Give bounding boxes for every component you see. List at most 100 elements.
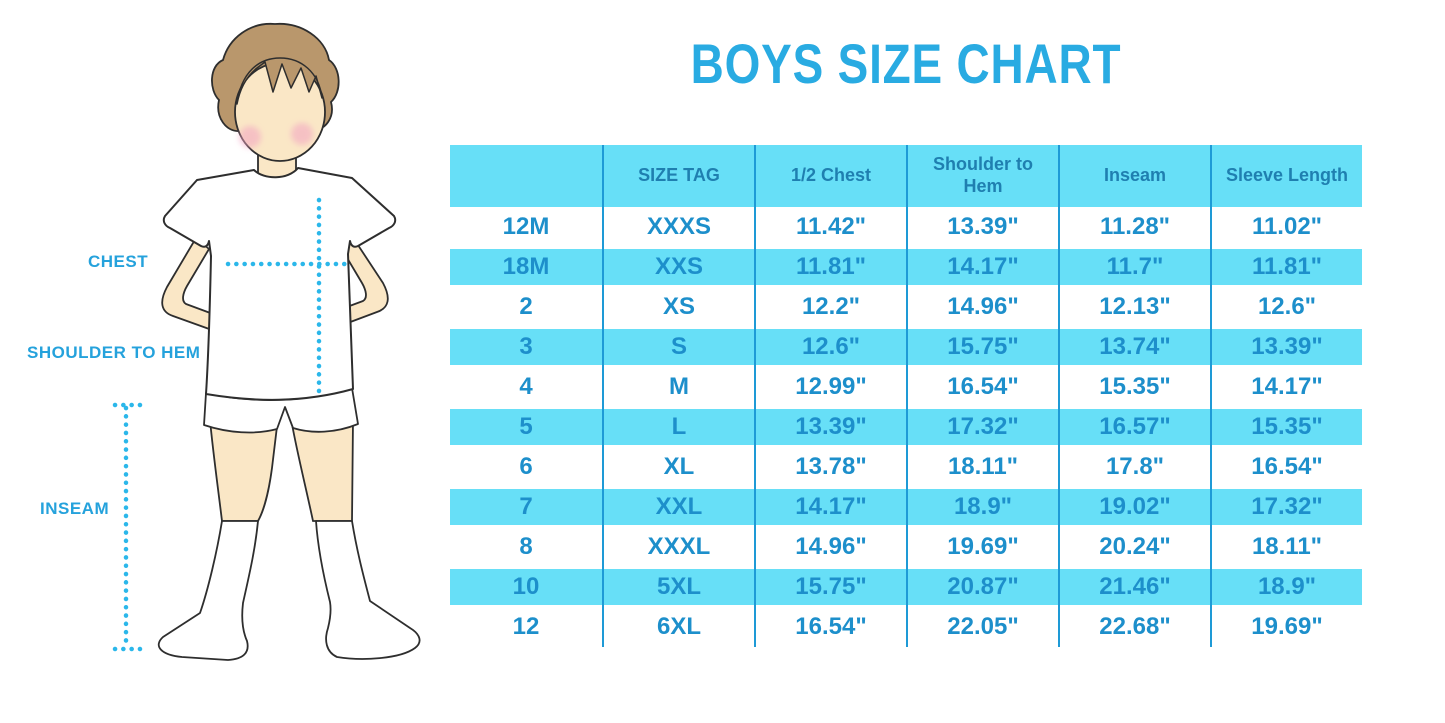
measurement-cell: 11.42"	[754, 207, 906, 247]
header-row: SIZE TAG 1/2 Chest Shoulder to Hem Inseam Sl…	[450, 145, 1362, 207]
measurement-cell: 16.54"	[906, 367, 1058, 407]
measurement-cell: 14.17"	[906, 247, 1058, 287]
measurement-cell: 18.11"	[906, 447, 1058, 487]
measurement-cell: 21.46"	[1058, 567, 1210, 607]
size-cell: 7	[450, 487, 602, 527]
header-cell: Sleeve Length	[1210, 145, 1362, 207]
measurement-cell: 17.32"	[906, 407, 1058, 447]
measurement-cell: L	[602, 407, 754, 447]
size-cell: 3	[450, 327, 602, 367]
table-row: 8 XXXL 14.96" 19.69" 20.24" 18.11"	[450, 527, 1362, 567]
table-row: 12 6XL 16.54" 22.05" 22.68" 19.69"	[450, 607, 1362, 647]
measurement-cell: 17.8"	[1058, 447, 1210, 487]
measurement-cell: XL	[602, 447, 754, 487]
measurement-cell: XXXL	[602, 527, 754, 567]
measurement-cell: XXS	[602, 247, 754, 287]
measurement-cell: 19.02"	[1058, 487, 1210, 527]
size-cell: 18M	[450, 247, 602, 287]
measurement-cell: 19.69"	[1210, 607, 1362, 647]
measurement-cell: 14.17"	[1210, 367, 1362, 407]
measurement-cell: 16.54"	[754, 607, 906, 647]
table-row: 2 XS 12.2" 14.96" 12.13" 12.6"	[450, 287, 1362, 327]
header-cell-empty	[450, 145, 602, 207]
measurement-cell: 18.9"	[906, 487, 1058, 527]
boy-illustration	[112, 23, 421, 661]
measurement-cell: 11.7"	[1058, 247, 1210, 287]
table-row: 3 S 12.6" 15.75" 13.74" 13.39"	[450, 327, 1362, 367]
header-cell: SIZE TAG	[602, 145, 754, 207]
measurement-cell: XS	[602, 287, 754, 327]
table-body: 12M XXXS 11.42" 13.39" 11.28" 11.02" 18M XXS 11.…	[450, 207, 1362, 647]
left-sock	[157, 520, 259, 661]
table-row: 4 M 12.99" 16.54" 15.35" 14.17"	[450, 367, 1362, 407]
measurement-cell: 14.96"	[754, 527, 906, 567]
shoulder-to-hem-label: SHOULDER TO HEM	[27, 343, 201, 362]
size-cell: 6	[450, 447, 602, 487]
measurement-cell: 6XL	[602, 607, 754, 647]
size-cell: 12	[450, 607, 602, 647]
measurement-cell: 19.69"	[906, 527, 1058, 567]
table-head: SIZE TAG 1/2 Chest Shoulder to Hem Inseam Sl…	[450, 145, 1362, 207]
measurement-cell: 5XL	[602, 567, 754, 607]
size-cell: 10	[450, 567, 602, 607]
table-row: 10 5XL 15.75" 20.87" 21.46" 18.9"	[450, 567, 1362, 607]
measurement-cell: 13.39"	[754, 407, 906, 447]
measurement-cell: 11.02"	[1210, 207, 1362, 247]
chest-label: CHEST	[88, 252, 149, 271]
measurement-cell: 12.99"	[754, 367, 906, 407]
measurement-cell: 15.75"	[754, 567, 906, 607]
measurement-cell: 16.57"	[1058, 407, 1210, 447]
measurement-cell: 13.39"	[906, 207, 1058, 247]
page-title: BOYS SIZE CHART	[690, 32, 1122, 95]
table-row: 5 L 13.39" 17.32" 16.57" 15.35"	[450, 407, 1362, 447]
table-row: 18M XXS 11.81" 14.17" 11.7" 11.81"	[450, 247, 1362, 287]
hair-fringe	[236, 57, 323, 105]
measurement-cell: 17.32"	[1210, 487, 1362, 527]
measurement-cell: 20.87"	[906, 567, 1058, 607]
left-leg	[208, 416, 280, 522]
inseam-label: INSEAM	[40, 499, 110, 518]
left-arm	[161, 237, 214, 331]
measurement-cell: 15.75"	[906, 327, 1058, 367]
measurement-cell: 18.9"	[1210, 567, 1362, 607]
measurement-cell: 14.17"	[754, 487, 906, 527]
measurement-cell: 15.35"	[1058, 367, 1210, 407]
header-cell: 1/2 Chest	[754, 145, 906, 207]
measurement-cell: 13.78"	[754, 447, 906, 487]
measurement-cell: 11.81"	[1210, 247, 1362, 287]
right-cheek-blush	[291, 123, 313, 145]
size-cell: 2	[450, 287, 602, 327]
size-cell: 8	[450, 527, 602, 567]
table-row: 6 XL 13.78" 18.11" 17.8" 16.54"	[450, 447, 1362, 487]
measurement-cell: XXL	[602, 487, 754, 527]
measurement-cell: 14.96"	[906, 287, 1058, 327]
size-cell: 5	[450, 407, 602, 447]
t-shirt	[162, 167, 397, 401]
measurement-cell: 13.74"	[1058, 327, 1210, 367]
measurement-cell: M	[602, 367, 754, 407]
measurement-cell: XXXS	[602, 207, 754, 247]
measurement-cell: 22.05"	[906, 607, 1058, 647]
measurement-cell: 12.2"	[754, 287, 906, 327]
header-cell: Shoulder to Hem	[906, 145, 1058, 207]
left-cheek-blush	[239, 126, 261, 148]
measurement-cell: 18.11"	[1210, 527, 1362, 567]
measurement-cell: 11.28"	[1058, 207, 1210, 247]
measurement-cell: 13.39"	[1210, 327, 1362, 367]
measurement-cell: 16.54"	[1210, 447, 1362, 487]
table-row: 12M XXXS 11.42" 13.39" 11.28" 11.02"	[450, 207, 1362, 247]
measurement-cell: S	[602, 327, 754, 367]
measurement-cell: 20.24"	[1058, 527, 1210, 567]
right-leg	[290, 418, 354, 522]
table-row: 7 XXL 14.17" 18.9" 19.02" 17.32"	[450, 487, 1362, 527]
measurement-cell: 11.81"	[754, 247, 906, 287]
measurement-cell: 12.13"	[1058, 287, 1210, 327]
measurement-cell: 22.68"	[1058, 607, 1210, 647]
measurement-cell: 12.6"	[1210, 287, 1362, 327]
measurement-cell: 12.6"	[754, 327, 906, 367]
right-sock	[315, 520, 421, 660]
size-cell: 12M	[450, 207, 602, 247]
measurement-cell: 15.35"	[1210, 407, 1362, 447]
size-table: SIZE TAG 1/2 Chest Shoulder to Hem Inseam Sl…	[450, 145, 1362, 647]
